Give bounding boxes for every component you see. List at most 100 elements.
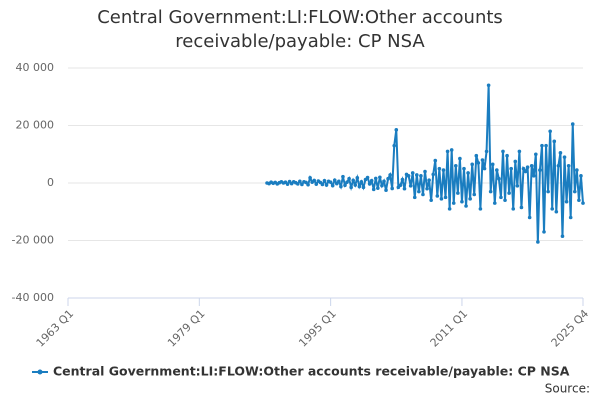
data-point xyxy=(513,159,518,164)
series-line xyxy=(266,85,584,242)
data-point xyxy=(482,166,487,171)
data-point xyxy=(492,201,497,205)
data-point xyxy=(343,183,347,188)
data-point xyxy=(538,168,542,172)
data-point xyxy=(507,191,511,195)
data-point xyxy=(577,198,581,203)
data-point xyxy=(521,166,526,171)
source-label: Source: xyxy=(545,382,590,396)
data-point xyxy=(429,198,433,203)
y-tick-label: 0 xyxy=(47,176,54,189)
data-point xyxy=(468,197,472,201)
data-point xyxy=(560,234,565,238)
data-point xyxy=(511,207,516,211)
data-point xyxy=(423,169,427,174)
data-point xyxy=(367,182,372,186)
data-point xyxy=(332,178,337,182)
data-point xyxy=(480,158,485,162)
y-tick-label: -20 000 xyxy=(12,234,54,247)
data-point xyxy=(503,198,507,203)
x-tick-label: 1995 Q1 xyxy=(296,307,339,350)
data-point xyxy=(527,215,532,220)
data-point xyxy=(378,175,382,180)
data-point xyxy=(330,183,335,188)
data-point xyxy=(490,162,495,167)
x-tick-label: 1963 Q1 xyxy=(34,307,77,350)
data-point xyxy=(501,149,505,154)
data-point xyxy=(384,188,388,192)
data-point xyxy=(349,185,353,190)
data-point xyxy=(421,192,425,197)
data-point xyxy=(509,166,513,171)
data-point xyxy=(365,175,370,180)
data-point xyxy=(341,174,345,179)
data-point xyxy=(542,230,546,234)
chart-title: Central Government:LI:FLOW:Other account… xyxy=(97,7,503,52)
data-point xyxy=(544,143,548,148)
data-point xyxy=(371,187,376,192)
data-point xyxy=(531,174,536,178)
data-point xyxy=(337,179,341,184)
data-point xyxy=(308,176,312,180)
data-point xyxy=(406,174,411,178)
data-point xyxy=(320,182,325,187)
data-point xyxy=(398,183,403,188)
data-point xyxy=(451,201,456,205)
data-point xyxy=(345,180,349,184)
data-point xyxy=(334,181,339,186)
data-point xyxy=(495,168,499,172)
data-point xyxy=(433,158,438,163)
data-point xyxy=(347,176,351,181)
data-point xyxy=(353,183,358,187)
data-point xyxy=(540,143,544,148)
data-point xyxy=(505,153,509,158)
x-tick-label: 2025 Q4 xyxy=(549,307,592,350)
data-point xyxy=(470,162,475,167)
data-point xyxy=(488,189,493,194)
data-point xyxy=(427,178,431,182)
data-point xyxy=(402,186,407,191)
data-point xyxy=(400,177,405,182)
data-point xyxy=(408,184,413,188)
data-point xyxy=(478,207,483,211)
data-point xyxy=(558,151,563,155)
data-point xyxy=(546,189,550,194)
data-point xyxy=(579,174,583,178)
data-point xyxy=(417,189,421,194)
data-point xyxy=(306,182,310,187)
data-point xyxy=(376,186,380,190)
data-point xyxy=(568,215,573,220)
data-point xyxy=(296,182,300,186)
data-point xyxy=(581,201,585,205)
x-tick-label: 1979 Q1 xyxy=(165,307,208,350)
data-point xyxy=(517,149,522,154)
data-point xyxy=(575,168,579,172)
data-point xyxy=(486,83,491,88)
data-point xyxy=(529,163,534,168)
data-point xyxy=(550,207,555,211)
data-point xyxy=(484,149,489,154)
data-point xyxy=(464,204,468,208)
data-point xyxy=(523,169,528,174)
data-point xyxy=(361,185,366,190)
data-point xyxy=(556,163,561,168)
y-tick-label: -40 000 xyxy=(12,291,54,304)
data-point xyxy=(298,179,302,184)
data-point xyxy=(339,184,343,189)
data-point xyxy=(382,179,386,184)
data-point xyxy=(314,182,319,186)
data-point xyxy=(359,180,364,184)
data-point xyxy=(380,183,384,188)
legend-label: Central Government:LI:FLOW:Other account… xyxy=(53,364,570,379)
data-point xyxy=(525,165,530,169)
data-point xyxy=(472,192,477,197)
data-point xyxy=(460,199,464,204)
data-point xyxy=(431,172,436,177)
y-tick-label: 20 000 xyxy=(16,119,55,132)
data-point xyxy=(425,186,429,191)
data-point xyxy=(443,195,448,200)
x-tick-label: 2011 Q1 xyxy=(428,307,471,350)
data-point xyxy=(386,176,390,181)
data-point xyxy=(474,153,479,158)
